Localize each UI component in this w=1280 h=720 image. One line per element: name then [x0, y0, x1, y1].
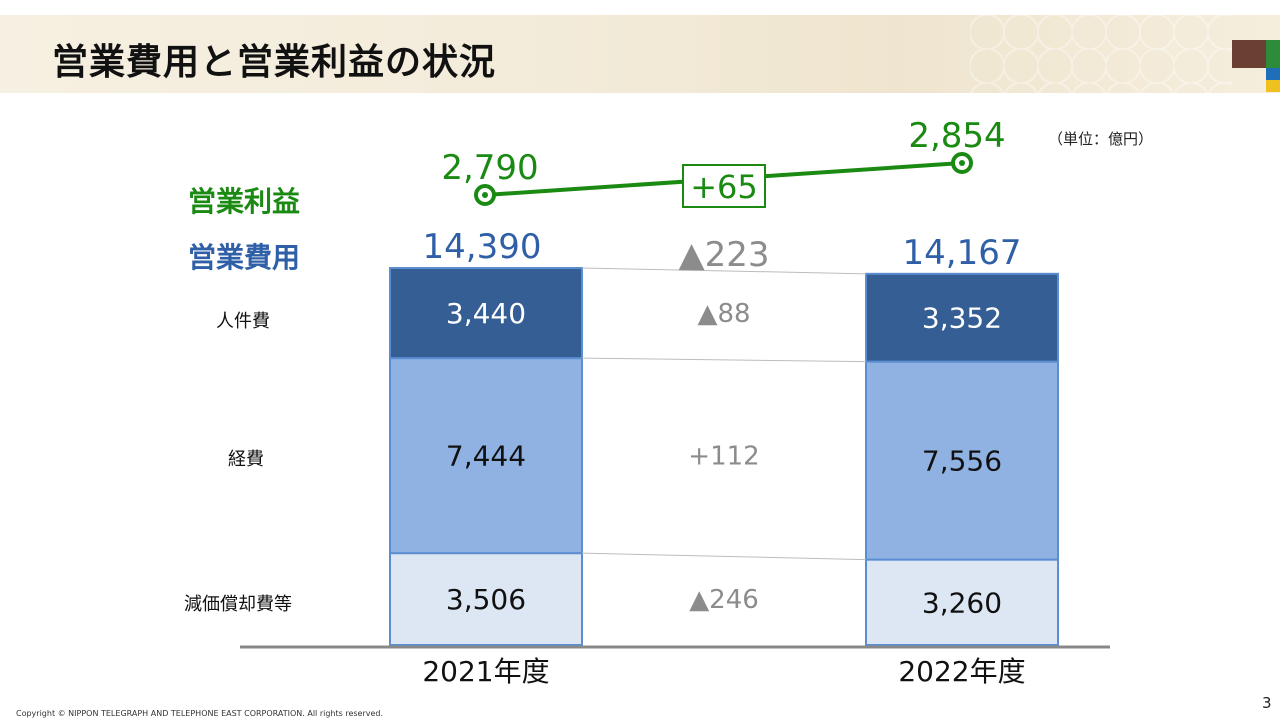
category-label-expenses: 経費 [228, 449, 264, 470]
bar-segment-2-1 [865, 558, 1059, 647]
decorative-pattern [970, 15, 1232, 93]
connector-line [581, 552, 867, 561]
x-tick-label: 2022年度 [898, 655, 1025, 688]
bar-value-label: 7,556 [922, 445, 1002, 478]
total-value-label: 14,167 [903, 233, 1022, 273]
brand-green-block [1266, 40, 1280, 68]
difference-label: +112 [688, 442, 759, 472]
copyright-footer: Copyright © NIPPON TELEGRAPH AND TELEPHO… [16, 709, 384, 718]
profit-value-label: 2,854 [908, 116, 1005, 156]
title-banner [0, 15, 1280, 93]
bar-value-label: 7,444 [446, 440, 526, 473]
profit-difference-label: +65 [690, 168, 758, 206]
connector-line [581, 357, 867, 363]
page-number: 3 [1262, 694, 1272, 712]
connector-line [581, 267, 867, 275]
profit-value-label: 2,790 [441, 148, 538, 188]
expense-series-label: 営業費用 [188, 241, 301, 274]
profit-series-label: 営業利益 [188, 185, 301, 218]
total-difference-label: ▲223 [678, 235, 769, 275]
difference-label: ▲246 [689, 585, 759, 615]
bar-value-label: 3,352 [922, 302, 1002, 335]
unit-label: （単位：億円） [1048, 130, 1154, 148]
bar-segment-1-3 [389, 267, 583, 360]
profit-difference-box [682, 164, 766, 208]
difference-label: ▲88 [697, 299, 750, 329]
profit-point-center [959, 160, 965, 166]
brand-brown-block [1232, 40, 1266, 68]
bar-value-label: 3,506 [446, 583, 526, 616]
page-title: 営業費用と営業利益の状況 [52, 42, 497, 83]
profit-point-center [482, 192, 488, 198]
total-value-label: 14,390 [423, 227, 542, 267]
category-label-depreciation: 減価償却費等 [184, 594, 292, 615]
brand-color-blocks [1232, 40, 1280, 92]
bar-segment-2-3 [865, 272, 1059, 363]
category-label-personnel: 人件費 [216, 311, 270, 332]
brand-blue-block [1266, 68, 1280, 80]
x-tick-label: 2021年度 [422, 655, 549, 688]
bar-value-label: 3,260 [922, 586, 1002, 619]
bar-segment-2-2 [865, 360, 1059, 561]
brand-yellow-block [1266, 80, 1280, 92]
bar-value-label: 3,440 [446, 297, 526, 330]
